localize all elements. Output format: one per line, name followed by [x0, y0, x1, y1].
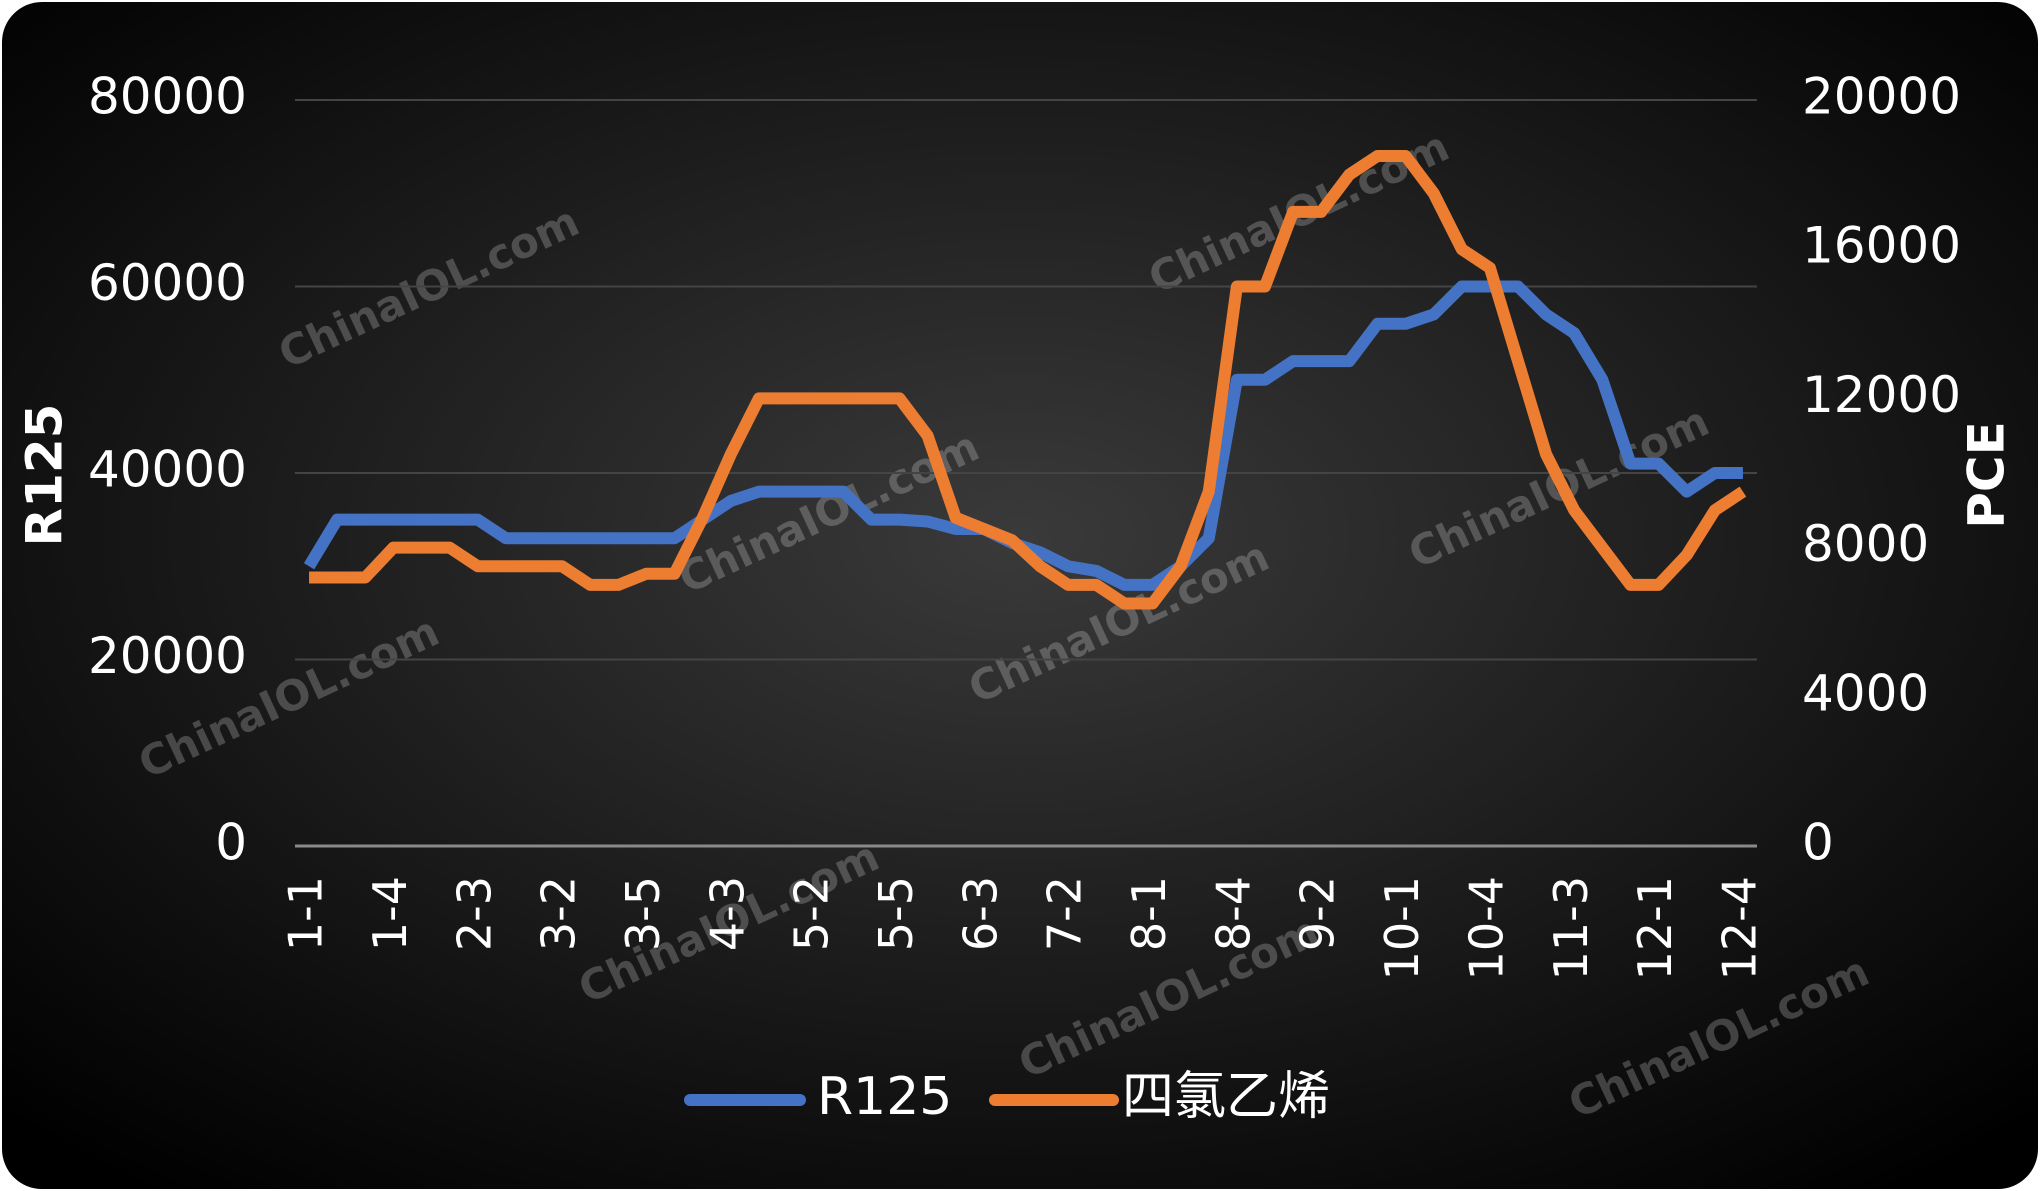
y-tick-label: 20000 [88, 627, 247, 685]
series-line [309, 149, 1747, 610]
x-tick-label: 7-2 [1038, 876, 1092, 951]
y2-tick-label: 12000 [1802, 366, 1961, 424]
y2-tick-label: 8000 [1802, 515, 1929, 573]
x-tick-label: 9-2 [1291, 876, 1345, 951]
x-tick-label: 8-4 [1206, 876, 1260, 951]
x-tick-label: 3-5 [616, 876, 670, 951]
x-tick-label: 10-4 [1459, 876, 1513, 980]
x-tick-label: 1-1 [279, 876, 333, 951]
y2-tick-label: 20000 [1802, 68, 1961, 126]
x-tick-label: 6-3 [953, 876, 1007, 951]
x-tick-label: 2-3 [447, 876, 501, 951]
y-tick-label: 40000 [88, 441, 247, 499]
x-tick-label: 11-3 [1544, 876, 1598, 980]
x-tick-label: 1-4 [363, 876, 417, 951]
x-tick-label: 4-3 [700, 876, 754, 951]
x-tick-label: 5-2 [785, 876, 839, 951]
x-tick-label: 3-2 [532, 876, 586, 951]
x-tick-label: 10-1 [1375, 876, 1429, 980]
y-tick-label: 80000 [88, 68, 247, 126]
x-tick-label: 12-4 [1712, 876, 1766, 980]
y-tick-label: 60000 [88, 254, 247, 312]
legend-label: R125 [817, 1067, 952, 1127]
y2-axis-title: PCE [1958, 421, 2016, 529]
x-tick-label: 5-5 [869, 876, 923, 951]
y2-tick-label: 4000 [1802, 664, 1929, 722]
y-axis-title: R125 [16, 404, 74, 547]
x-tick-label: 12-1 [1628, 876, 1682, 980]
x-tick-label: 8-1 [1122, 876, 1176, 951]
legend-label: 四氯乙烯 [1122, 1067, 1330, 1127]
y2-tick-label: 16000 [1802, 217, 1961, 275]
y-tick-label: 0 [215, 814, 247, 872]
y2-tick-label: 0 [1802, 814, 1834, 872]
